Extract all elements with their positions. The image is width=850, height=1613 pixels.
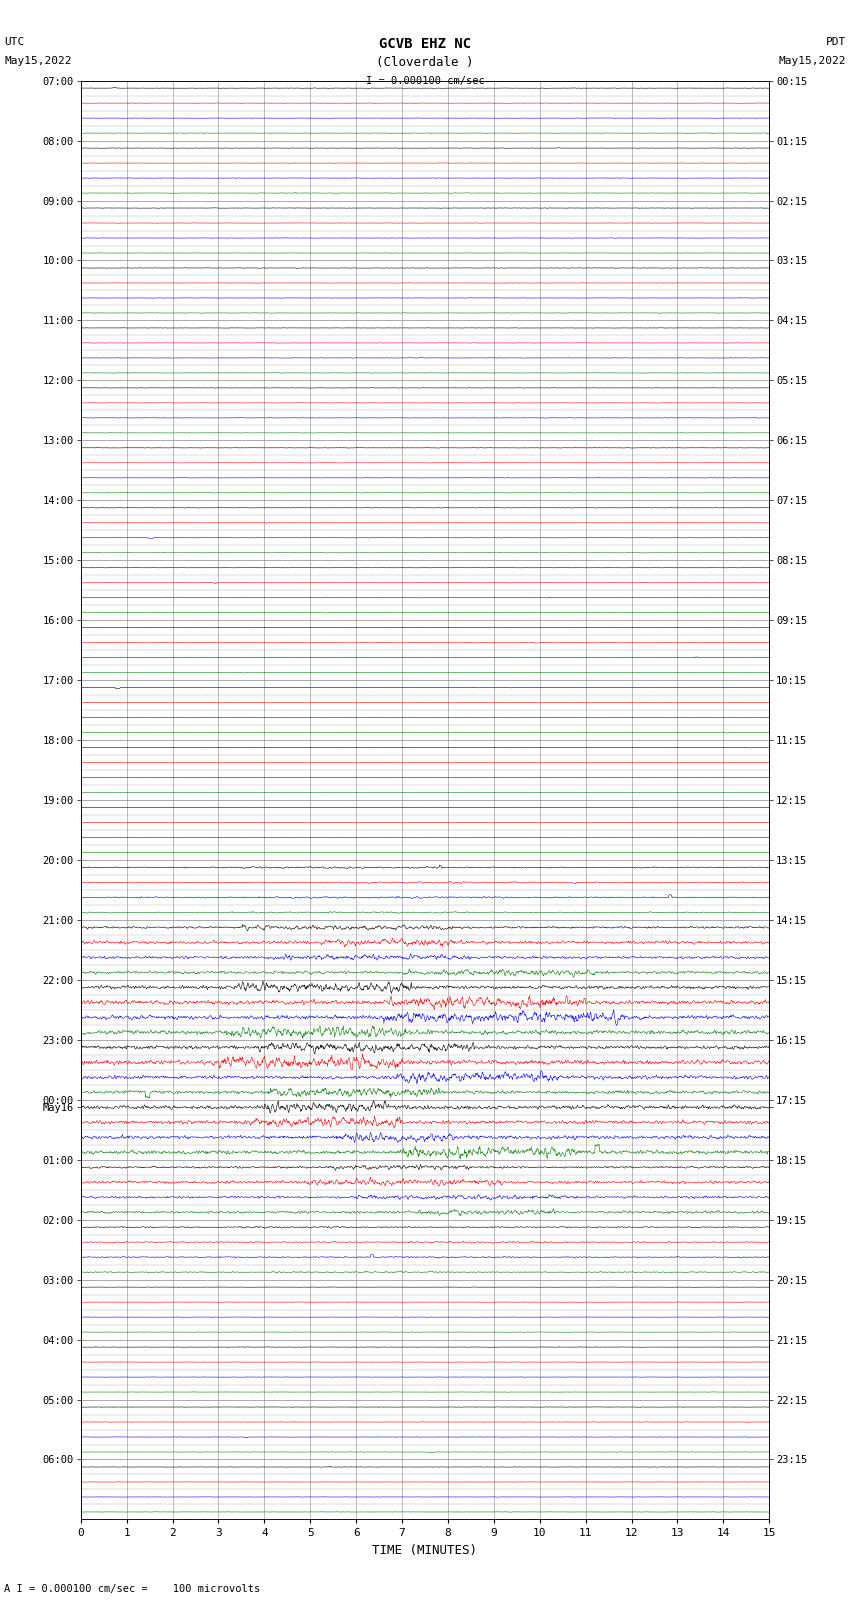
- Text: UTC: UTC: [4, 37, 25, 47]
- Text: GCVB EHZ NC: GCVB EHZ NC: [379, 37, 471, 52]
- Text: May15,2022: May15,2022: [4, 56, 71, 66]
- X-axis label: TIME (MINUTES): TIME (MINUTES): [372, 1544, 478, 1557]
- Text: A I = 0.000100 cm/sec =    100 microvolts: A I = 0.000100 cm/sec = 100 microvolts: [4, 1584, 260, 1594]
- Text: May15,2022: May15,2022: [779, 56, 846, 66]
- Text: (Cloverdale ): (Cloverdale ): [377, 56, 473, 69]
- Text: PDT: PDT: [825, 37, 846, 47]
- Text: I = 0.000100 cm/sec: I = 0.000100 cm/sec: [366, 76, 484, 85]
